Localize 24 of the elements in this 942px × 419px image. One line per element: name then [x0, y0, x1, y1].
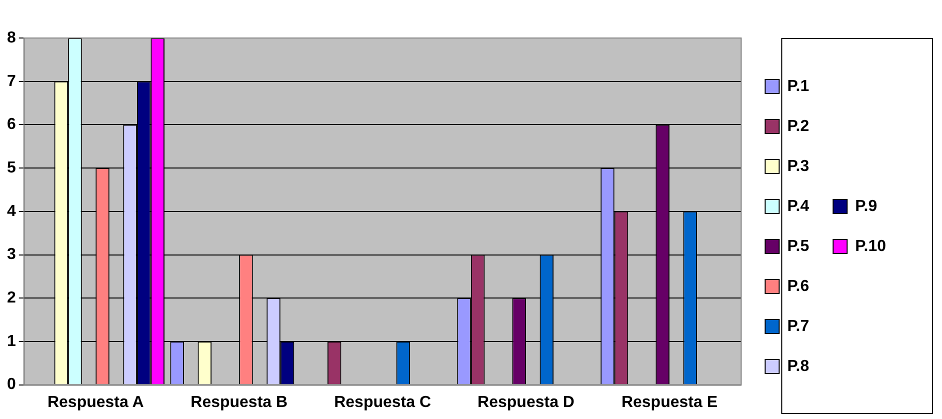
y-tick-label: 8 [6, 29, 16, 46]
y-tick-label: 5 [6, 159, 16, 176]
x-tick-label: Respuesta A [47, 394, 144, 411]
x-tick-label: Respuesta E [621, 394, 718, 411]
legend-label: P.1 [787, 78, 810, 95]
legend-label: P.10 [855, 238, 886, 255]
legend-label: P.8 [787, 358, 810, 375]
y-tick-label: 7 [6, 72, 16, 90]
x-tick-label: Respuesta C [334, 394, 432, 411]
legend-label: P.4 [787, 198, 810, 215]
y-tick-label: 4 [6, 202, 16, 220]
legend-label: P.7 [787, 318, 810, 335]
y-tick-label: 6 [6, 116, 16, 134]
x-tick-label: Respuesta D [478, 394, 574, 411]
y-tick-label: 3 [6, 246, 16, 264]
y-tick-label: 1 [6, 332, 16, 350]
y-tick-label: 0 [6, 376, 16, 394]
legend-label: P.9 [855, 198, 878, 215]
legend-label: P.6 [787, 278, 810, 295]
y-tick-label: 2 [6, 290, 16, 307]
legend-label: P.2 [787, 118, 810, 135]
x-tick-label: Respuesta B [190, 394, 288, 411]
legend-label: P.5 [787, 238, 810, 255]
legend-label: P.3 [787, 158, 810, 175]
